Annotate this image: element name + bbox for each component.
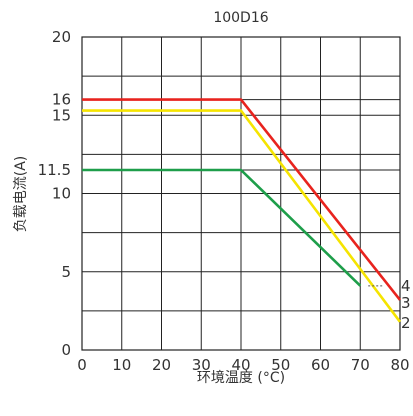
x-tick-label: 80 [390,356,409,374]
y-tick-label: 11.5 [38,161,71,179]
series-label-2: 2 [401,314,411,332]
grid [81,36,401,351]
series-labels: 43 2 [368,277,411,332]
plot-border [81,36,401,351]
x-tick-label: 30 [192,356,211,374]
x-tick-label: 70 [351,356,370,374]
x-axis-label: 环境温度 (°C) [197,370,285,386]
series-lines [82,98,402,323]
y-tick-label: 10 [52,185,71,203]
chart-title: 100D16 [213,10,268,26]
x-tick-label: 20 [152,356,171,374]
x-tick-label: 10 [112,356,131,374]
y-tick-label: 16 [52,91,71,109]
series-line-4 [82,98,402,301]
y-axis-label: 负载电流(A) [13,156,29,233]
series-line-2 [82,168,362,287]
y-tick-label: 5 [61,263,71,281]
series-line-3 [82,109,402,323]
x-tick-label: 0 [77,356,87,374]
y-tick-label: 0 [61,341,71,359]
series-label-4: 4 [401,277,411,295]
y-tick-label: 15 [52,106,71,124]
x-tick-label: 60 [311,356,330,374]
series-label-3: 3 [401,294,411,312]
x-tick-labels: 0 10 20 30 40 50 60 70 80 [77,356,409,374]
x-tick-label: 50 [271,356,290,374]
y-tick-label: 20 [52,28,71,46]
x-tick-label: 40 [231,356,250,374]
